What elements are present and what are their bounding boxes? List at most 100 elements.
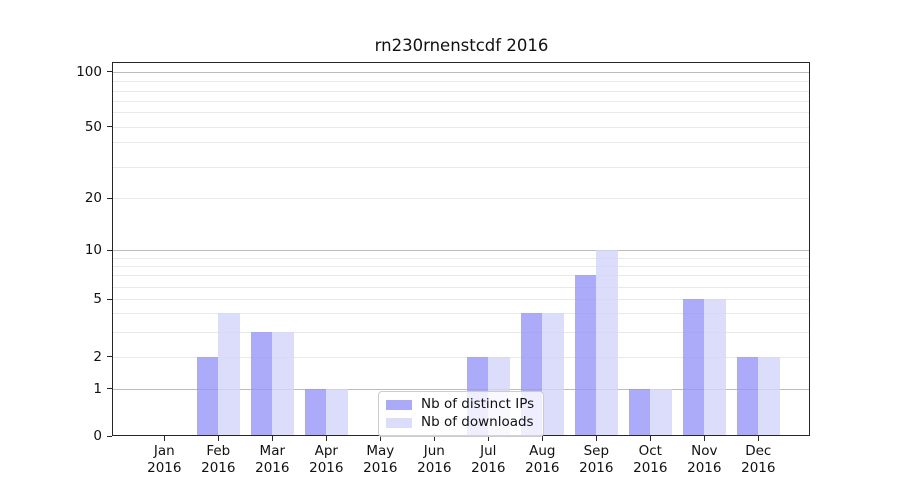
month-label: Oct [638, 443, 662, 459]
bar-downloads-nov [704, 299, 726, 436]
year-label: 2016 [471, 460, 506, 476]
bar-downloads-mar [272, 331, 294, 436]
bar-distinct-ips-oct [628, 388, 651, 436]
y-tick [107, 298, 112, 300]
legend-item: Nb of downloads [386, 415, 534, 430]
year-label: 2016 [633, 460, 668, 476]
x-tick-label: Oct 2016 [618, 443, 682, 477]
year-label: 2016 [687, 460, 722, 476]
gridline-minor [113, 166, 809, 168]
legend-swatch-distinct-ips [386, 399, 412, 410]
y-tick [107, 126, 112, 128]
chart-title: rn230rnenstcdf 2016 [374, 36, 549, 55]
y-tick [107, 197, 112, 199]
x-tick [217, 436, 219, 441]
legend: Nb of distinct IPs Nb of downloads [378, 391, 544, 437]
month-label: Jul [480, 443, 497, 459]
y-tick-label: 20 [84, 190, 102, 206]
gridline-minor [113, 257, 809, 259]
x-tick [757, 436, 759, 441]
y-tick-label: 5 [93, 291, 102, 307]
month-label: May [366, 443, 395, 459]
month-label: Mar [259, 443, 286, 459]
month-label: Jan [153, 443, 175, 459]
x-tick-label: Jun 2016 [402, 443, 466, 477]
y-tick [107, 435, 112, 437]
month-label: Feb [206, 443, 231, 459]
x-tick-label: Jan 2016 [132, 443, 196, 477]
year-label: 2016 [255, 460, 290, 476]
month-label: Aug [529, 443, 556, 459]
bar-downloads-feb [218, 313, 240, 436]
gridline-minor [113, 313, 809, 315]
x-tick [541, 436, 543, 441]
x-tick [325, 436, 327, 441]
bar-distinct-ips-apr [304, 388, 327, 436]
x-tick-label: Nov 2016 [672, 443, 736, 477]
gridline-minor [113, 141, 809, 143]
y-tick-label: 2 [93, 348, 102, 365]
x-tick-label: Feb 2016 [186, 443, 250, 477]
x-tick [433, 436, 435, 441]
gridline-minor [113, 90, 809, 92]
bar-downloads-sep [596, 250, 618, 436]
x-tick-label: May 2016 [348, 443, 412, 477]
legend-item: Nb of distinct IPs [386, 397, 534, 412]
x-tick-label: Dec 2016 [726, 443, 790, 477]
legend-label: Nb of downloads [421, 414, 534, 430]
year-label: 2016 [417, 460, 452, 476]
month-label: Jun [423, 443, 445, 459]
x-tick-label: Sep 2016 [564, 443, 628, 477]
gridline-minor [113, 286, 809, 288]
gridline-minor [113, 356, 809, 358]
x-tick [163, 436, 165, 441]
gridline-minor [113, 275, 809, 277]
bar-downloads-aug [542, 313, 564, 436]
year-label: 2016 [741, 460, 776, 476]
year-label: 2016 [363, 460, 398, 476]
bar-downloads-oct [650, 388, 672, 436]
x-tick-label: Mar 2016 [240, 443, 304, 477]
x-tick [487, 436, 489, 441]
x-tick [649, 436, 651, 441]
gridline-minor [113, 198, 809, 199]
bar-distinct-ips-dec [736, 356, 759, 436]
gridline-minor [113, 100, 809, 102]
year-label: 2016 [579, 460, 614, 476]
x-tick-label: Jul 2016 [456, 443, 520, 477]
bar-distinct-ips-nov [682, 299, 705, 436]
gridline-minor [113, 299, 809, 300]
bar-downloads-apr [326, 388, 348, 436]
month-label: Nov [691, 443, 718, 459]
bar-downloads-dec [758, 356, 780, 436]
y-tick-label: 1 [93, 380, 102, 397]
gridline-major [113, 388, 809, 390]
y-tick [107, 249, 112, 251]
month-label: Sep [583, 443, 610, 459]
y-tick [107, 388, 112, 390]
legend-swatch-downloads [386, 417, 412, 428]
x-tick [379, 436, 381, 441]
bar-distinct-ips-sep [574, 275, 597, 436]
x-tick [595, 436, 597, 441]
gridline-major [113, 250, 809, 251]
y-tick-label: 10 [84, 242, 102, 258]
legend-label: Nb of distinct IPs [421, 396, 535, 412]
y-tick [107, 356, 112, 358]
x-tick-label: Apr 2016 [294, 443, 358, 477]
x-tick [703, 436, 705, 441]
gridline-minor [113, 81, 809, 82]
y-tick-label: 50 [84, 118, 102, 135]
gridline-major [113, 71, 809, 73]
year-label: 2016 [147, 460, 182, 476]
x-tick [271, 436, 273, 441]
bar-distinct-ips-mar [250, 331, 273, 436]
month-label: Dec [745, 443, 772, 459]
month-label: Apr [314, 443, 338, 459]
year-label: 2016 [201, 460, 236, 476]
gridline-minor [113, 112, 809, 113]
bar-distinct-ips-feb [196, 356, 219, 436]
x-tick-label: Aug 2016 [510, 443, 574, 477]
y-tick [107, 71, 112, 73]
